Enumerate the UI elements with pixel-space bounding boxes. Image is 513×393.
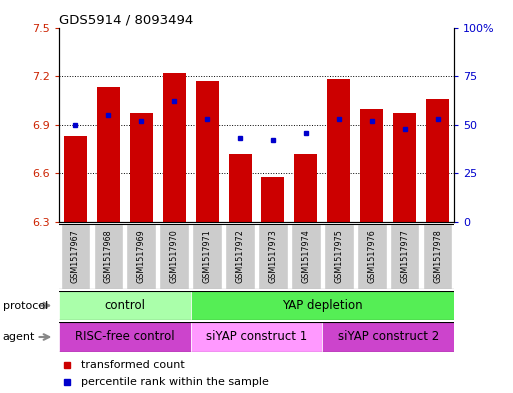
Bar	[93, 224, 123, 289]
Bar	[192, 224, 222, 289]
Bar	[191, 322, 322, 352]
Bar	[228, 154, 251, 222]
Bar	[59, 291, 191, 320]
Text: GSM1517973: GSM1517973	[268, 230, 278, 283]
Bar	[357, 224, 386, 289]
Text: YAP depletion: YAP depletion	[282, 299, 363, 312]
Bar	[291, 224, 321, 289]
Bar	[59, 322, 191, 352]
Text: GSM1517977: GSM1517977	[400, 230, 409, 283]
Bar	[426, 99, 449, 222]
Text: percentile rank within the sample: percentile rank within the sample	[81, 377, 269, 387]
Bar	[327, 79, 350, 222]
Bar	[324, 224, 353, 289]
Bar	[258, 224, 288, 289]
Bar	[195, 81, 219, 222]
Bar	[225, 224, 255, 289]
Text: GSM1517968: GSM1517968	[104, 230, 113, 283]
Text: GSM1517975: GSM1517975	[334, 230, 343, 283]
Bar	[390, 224, 420, 289]
Text: GSM1517972: GSM1517972	[235, 230, 245, 283]
Bar	[360, 108, 383, 222]
Text: control: control	[104, 299, 145, 312]
Text: GSM1517970: GSM1517970	[170, 230, 179, 283]
Bar	[127, 224, 156, 289]
Bar	[97, 88, 120, 222]
Bar	[393, 114, 416, 222]
Text: GSM1517969: GSM1517969	[137, 230, 146, 283]
Text: GSM1517978: GSM1517978	[433, 230, 442, 283]
Text: transformed count: transformed count	[81, 360, 185, 370]
Bar	[163, 73, 186, 222]
Bar	[262, 176, 285, 222]
Bar	[294, 154, 318, 222]
Text: GSM1517974: GSM1517974	[301, 230, 310, 283]
Bar	[160, 224, 189, 289]
Bar	[322, 322, 454, 352]
Bar	[423, 224, 452, 289]
Bar	[130, 114, 153, 222]
Text: agent: agent	[3, 332, 35, 342]
Text: GSM1517967: GSM1517967	[71, 230, 80, 283]
Text: siYAP construct 1: siYAP construct 1	[206, 331, 307, 343]
Text: GSM1517971: GSM1517971	[203, 230, 212, 283]
Text: GDS5914 / 8093494: GDS5914 / 8093494	[59, 13, 193, 26]
Text: RISC-free control: RISC-free control	[75, 331, 174, 343]
Text: protocol: protocol	[3, 301, 48, 310]
Text: siYAP construct 2: siYAP construct 2	[338, 331, 439, 343]
Text: GSM1517976: GSM1517976	[367, 230, 376, 283]
Bar	[191, 291, 454, 320]
Bar	[64, 136, 87, 222]
Bar	[61, 224, 90, 289]
